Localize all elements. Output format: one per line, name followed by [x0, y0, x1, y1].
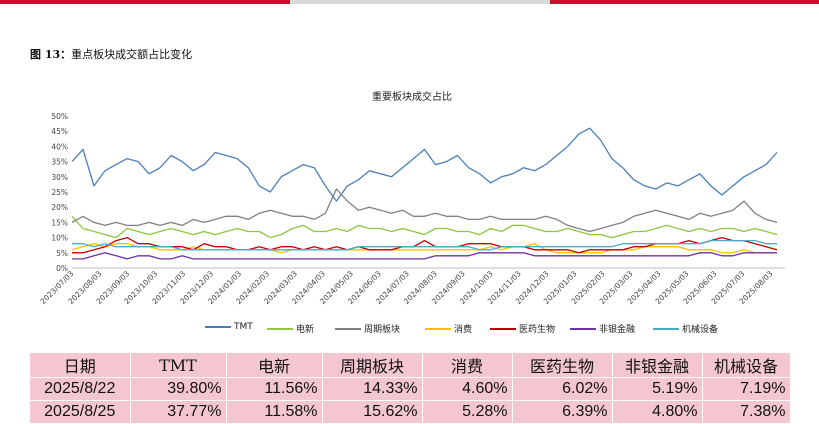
y-tick-label: 25% — [51, 188, 68, 197]
table-row: 2025/8/22 39.80% 11.56% 14.33% 4.60% 6.0… — [30, 377, 791, 401]
y-tick-label: 0% — [56, 264, 68, 273]
table-cell: 7.38% — [702, 400, 791, 424]
legend-label: 电新 — [296, 325, 315, 335]
chart-legend: TMT 电新 周期板块 消费 医药生物 非银金融 机械设备 — [205, 322, 725, 338]
table-cell: 37.77% — [130, 400, 227, 424]
table-cell: 5.28% — [422, 400, 513, 424]
table-cell: 6.39% — [512, 400, 613, 424]
table-cell: 14.33% — [322, 377, 423, 401]
legend-swatch — [267, 327, 293, 330]
header-cell: 消费 — [422, 353, 513, 378]
table-cell: 2025/8/25 — [30, 400, 131, 424]
series-line-TMT — [71, 127, 778, 202]
y-tick-label: 50% — [51, 112, 68, 121]
top-accent-bar-highlight — [290, 0, 550, 4]
legend-item: 周期板块 — [335, 322, 400, 335]
legend-item: 电新 — [267, 322, 314, 335]
legend-label: 机械设备 — [682, 325, 719, 335]
chart-title: 重要板块成交占比 — [372, 90, 452, 103]
legend-label: 非银金融 — [599, 325, 636, 335]
legend-item: TMT — [205, 322, 253, 332]
series-lines — [71, 127, 778, 260]
legend-label: TMT — [234, 322, 253, 332]
header-cell: TMT — [130, 353, 227, 378]
series-line-电新 — [71, 215, 778, 239]
y-tick-label: 5% — [56, 249, 68, 258]
table-cell: 6.02% — [512, 377, 613, 401]
y-tick-label: 45% — [51, 127, 68, 136]
series-line-消费 — [71, 243, 777, 254]
legend-item: 机械设备 — [653, 322, 718, 335]
data-table: 日期 TMT 电新 周期板块 消费 医药生物 非银金融 机械设备 2025/8/… — [30, 353, 791, 424]
y-axis: 0% 5% 10% 15% 20% 25% 30% 35% 40% 45% 50% — [51, 112, 68, 273]
legend-item: 非银金融 — [570, 322, 635, 335]
header-cell: 机械设备 — [702, 353, 791, 378]
y-tick-label: 40% — [51, 142, 68, 151]
table-header-row: 日期 TMT 电新 周期板块 消费 医药生物 非银金融 机械设备 — [30, 353, 791, 378]
legend-item: 医药生物 — [490, 322, 555, 335]
legend-label: 周期板块 — [364, 325, 401, 335]
table-cell: 7.19% — [702, 377, 791, 401]
header-cell: 日期 — [30, 353, 131, 378]
series-line-医药生物 — [72, 236, 778, 254]
table-cell: 4.80% — [612, 400, 703, 424]
table-cell: 15.62% — [322, 400, 423, 424]
table-cell: 11.58% — [226, 400, 323, 424]
legend-swatch — [490, 327, 516, 330]
table-cell: 5.19% — [612, 377, 703, 401]
legend-swatch — [335, 327, 361, 330]
table-cell: 39.80% — [130, 377, 227, 401]
figure-number: 图 13： — [30, 48, 72, 61]
header-cell: 周期板块 — [322, 353, 423, 378]
table-row: 2025/8/25 37.77% 11.58% 15.62% 5.28% 6.3… — [30, 400, 791, 424]
legend-item: 消费 — [425, 322, 472, 335]
series-line-非银金融 — [72, 252, 777, 260]
table-cell: 4.60% — [422, 377, 513, 401]
header-cell: 医药生物 — [512, 353, 613, 378]
table-cell: 2025/8/22 — [30, 377, 131, 401]
legend-swatch — [425, 327, 451, 330]
legend-label: 消费 — [454, 325, 473, 335]
y-tick-label: 10% — [51, 234, 68, 243]
y-tick-label: 15% — [51, 218, 68, 227]
figure-caption: 图 13：重点板块成交额占比变化 — [30, 46, 192, 62]
header-cell: 电新 — [226, 353, 323, 378]
line-chart: 重要板块成交占比 0% 5% 10% 15% 20% 25% 30% 35% 40% 45% 50%… — [38, 90, 785, 306]
legend-label: 医药生物 — [519, 325, 556, 335]
legend-swatch — [205, 326, 231, 328]
series-line-机械设备 — [72, 239, 777, 251]
y-tick-label: 20% — [51, 203, 68, 212]
header-cell: 非银金融 — [612, 353, 703, 378]
y-tick-label: 30% — [51, 173, 68, 182]
figure-title: 重点板块成交额占比变化 — [71, 48, 193, 61]
x-axis: 2023/07/032023/08/032023/09/032023/10/03… — [38, 267, 785, 306]
series-line-周期板块 — [71, 188, 778, 233]
table-cell: 11.56% — [226, 377, 323, 401]
legend-swatch — [653, 327, 679, 330]
y-tick-label: 35% — [51, 158, 68, 167]
legend-swatch — [570, 327, 596, 330]
